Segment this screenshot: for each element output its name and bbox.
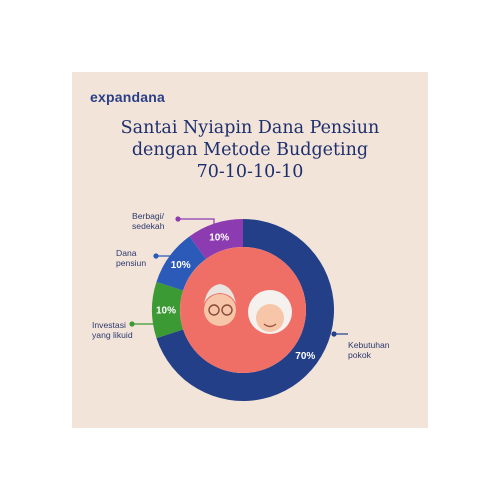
grandfather-glasses-right xyxy=(221,304,233,316)
slice-kebutuhan-pokok xyxy=(156,219,334,401)
label-investasi: Investasi yang likuid xyxy=(92,320,133,340)
label-kebutuhan-pokok: Kebutuhan pokok xyxy=(348,340,390,360)
percent-label-investasi-yang-likuid: 10% xyxy=(156,306,176,317)
brand-logo: expandana xyxy=(90,89,165,105)
percent-labels: 70% 10% 10% 10% xyxy=(156,232,315,361)
label-berbagi-sedekah: Berbagi/ sedekah xyxy=(132,211,165,231)
leader-investasi-dot xyxy=(129,321,135,327)
title-line-3: 70-10-10-10 xyxy=(196,162,304,182)
elderly-couple-illustration xyxy=(204,284,292,334)
slice-dana-pensiun xyxy=(156,236,206,291)
infographic-card: expandana Santai Nyiapin Dana Pensiun de… xyxy=(72,72,428,428)
slice-berbagi-sedekah xyxy=(189,219,243,260)
leader-dana-pensiun-dot xyxy=(153,253,159,259)
grandmother-smile xyxy=(263,323,277,328)
grandfather-glasses-left xyxy=(208,304,220,316)
title-line-1: Santai Nyiapin Dana Pensiun xyxy=(120,118,380,138)
percent-label-kebutuhan-pokok: 70% xyxy=(295,351,315,362)
leader-berbagi xyxy=(178,218,215,224)
leader-lines xyxy=(129,216,348,337)
percent-label-berbagi-sedekah: 10% xyxy=(209,232,229,243)
donut-chart: 70% 10% 10% 10% xyxy=(129,216,348,401)
grandfather-face xyxy=(204,294,236,326)
grandfather-hair xyxy=(204,284,236,304)
percent-label-dana-pensiun: 10% xyxy=(171,260,191,271)
grandmother-face xyxy=(256,304,284,332)
title-line-2: dengan Metode Budgeting xyxy=(131,140,369,160)
leader-kebutuhan-pokok-dot xyxy=(331,331,337,337)
center-disc xyxy=(180,247,306,373)
label-dana-pensiun: Dana pensiun xyxy=(116,248,147,268)
leader-berbagi-dot xyxy=(175,216,181,222)
